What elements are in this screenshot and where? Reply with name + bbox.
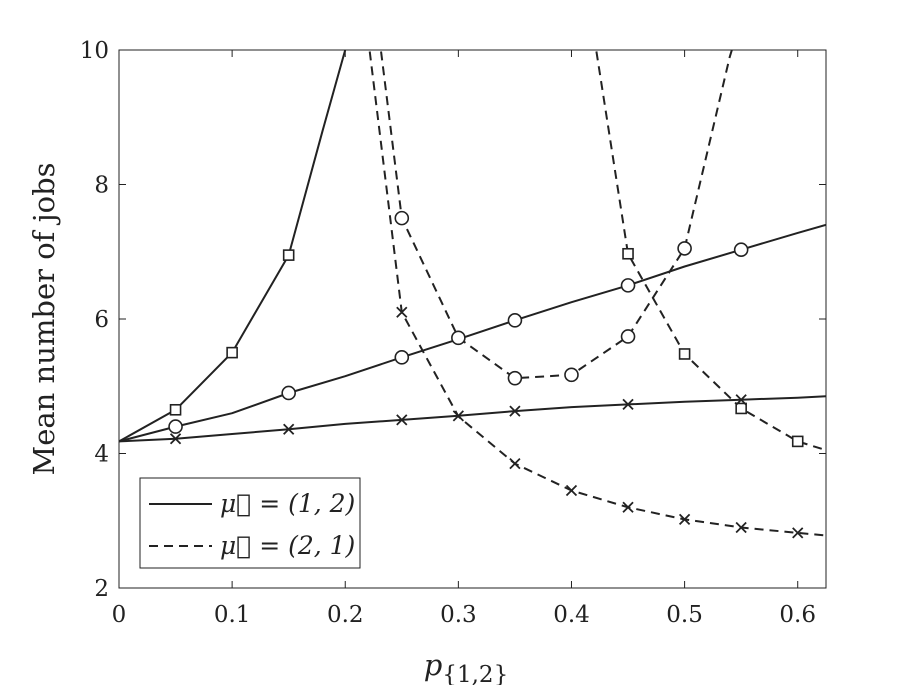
square-marker (678, 348, 691, 360)
y-tick-label: 10 (80, 38, 109, 64)
circle-marker (620, 329, 636, 344)
square-marker (622, 247, 634, 260)
series-solid-circle-line (119, 223, 826, 443)
x-marker (283, 423, 295, 435)
svg-text:p{1,2}: p{1,2} (424, 648, 508, 685)
x-axis-label-subscript: {1,2} (442, 662, 508, 685)
x-tick-label: 0 (112, 602, 127, 628)
circle-marker (733, 242, 749, 258)
circle-marker (451, 330, 466, 346)
x-marker (622, 398, 634, 411)
y-tick-label: 4 (94, 442, 109, 468)
x-tick-label: 0.5 (666, 602, 703, 628)
x-axis-label-main: p (424, 648, 443, 682)
circle-marker (168, 419, 183, 434)
legend-label-dashed: μ⃗ = (2, 1) (220, 531, 355, 560)
x-marker (509, 405, 521, 417)
y-axis-ticks: 2 4 6 8 10 (80, 38, 826, 602)
x-tick-label: 0.1 (214, 602, 251, 628)
x-marker (622, 501, 634, 513)
legend-label-solid: μ⃗ = (1, 2) (220, 489, 355, 518)
series-solid-x-line (119, 395, 826, 443)
x-marker (452, 410, 464, 422)
markers-layer (168, 210, 804, 539)
circle-marker (564, 367, 579, 383)
y-tick-label: 8 (94, 173, 109, 199)
x-marker (792, 527, 804, 539)
square-marker (735, 402, 747, 415)
circle-marker (620, 278, 636, 293)
y-tick-label: 2 (94, 576, 109, 602)
x-marker (678, 513, 691, 526)
x-marker (396, 306, 408, 318)
y-axis-label: Mean number of jobs (27, 162, 61, 475)
circle-marker (507, 313, 523, 328)
x-tick-label: 0.3 (440, 602, 477, 628)
square-marker (169, 403, 182, 416)
square-marker (226, 346, 238, 359)
x-marker (565, 484, 578, 497)
x-tick-label: 0.6 (779, 602, 816, 628)
square-marker (791, 435, 804, 448)
x-marker (396, 414, 408, 426)
circle-marker (394, 350, 410, 365)
x-marker (509, 457, 521, 470)
series-dashed-x-line (368, 50, 826, 537)
circle-marker (281, 385, 296, 401)
y-tick-label: 6 (94, 307, 109, 333)
x-marker (169, 433, 182, 445)
legend: μ⃗ = (1, 2) μ⃗ = (2, 1) (139, 477, 361, 569)
x-tick-label: 0.2 (327, 602, 364, 628)
x-marker (735, 521, 747, 534)
x-tick-label: 0.4 (553, 602, 590, 628)
x-axis-ticks: 0 0.1 0.2 0.3 0.4 0.5 0.6 (112, 50, 816, 628)
x-marker (735, 394, 747, 406)
circle-marker (507, 370, 523, 386)
circle-marker (677, 241, 692, 256)
legend-box (139, 477, 361, 569)
square-marker (282, 249, 295, 261)
circle-marker (394, 210, 410, 226)
x-axis-label: p{1,2} (424, 648, 508, 685)
